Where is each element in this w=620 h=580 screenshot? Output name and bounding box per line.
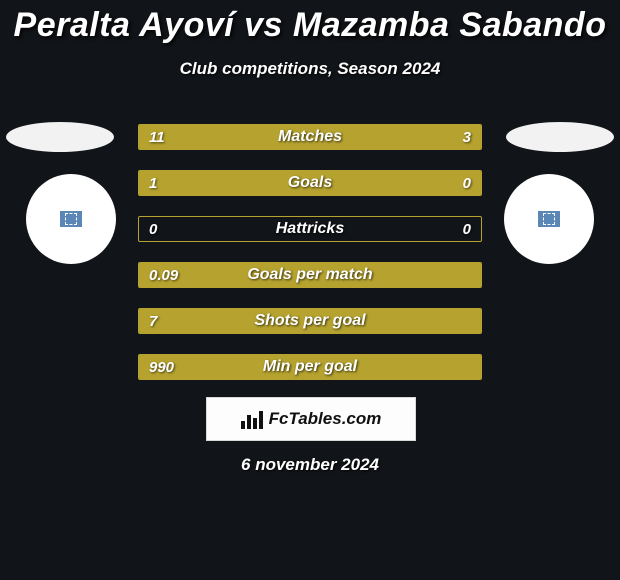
bar-label: Goals [139, 171, 481, 195]
bar-label: Goals per match [139, 263, 481, 287]
fctables-bars-icon [241, 409, 263, 429]
bar-label: Matches [139, 125, 481, 149]
avatar-left [26, 174, 116, 264]
comparison-bars: 11 Matches 3 1 Goals 0 0 Hattricks 0 0.0… [138, 124, 482, 400]
fctables-logo[interactable]: FcTables.com [206, 397, 416, 441]
bar-val-right: 0 [463, 217, 471, 241]
bar-label: Hattricks [139, 217, 481, 241]
bar-label: Min per goal [139, 355, 481, 379]
fctables-logo-text: FcTables.com [269, 409, 382, 429]
bar-row-hattricks: 0 Hattricks 0 [138, 216, 482, 242]
bar-row-spg: 7 Shots per goal [138, 308, 482, 334]
bar-row-mpg: 990 Min per goal [138, 354, 482, 380]
flag-left [6, 122, 114, 152]
bar-row-goals: 1 Goals 0 [138, 170, 482, 196]
bar-row-gpm: 0.09 Goals per match [138, 262, 482, 288]
avatar-right [504, 174, 594, 264]
date-text: 6 november 2024 [0, 455, 620, 475]
avatar-placeholder-icon [60, 211, 82, 227]
bar-label: Shots per goal [139, 309, 481, 333]
bar-val-right: 3 [463, 125, 471, 149]
flag-right [506, 122, 614, 152]
subtitle: Club competitions, Season 2024 [0, 59, 620, 79]
page-title: Peralta Ayoví vs Mazamba Sabando [0, 0, 620, 45]
bar-row-matches: 11 Matches 3 [138, 124, 482, 150]
avatar-placeholder-icon [538, 211, 560, 227]
bar-val-right: 0 [463, 171, 471, 195]
